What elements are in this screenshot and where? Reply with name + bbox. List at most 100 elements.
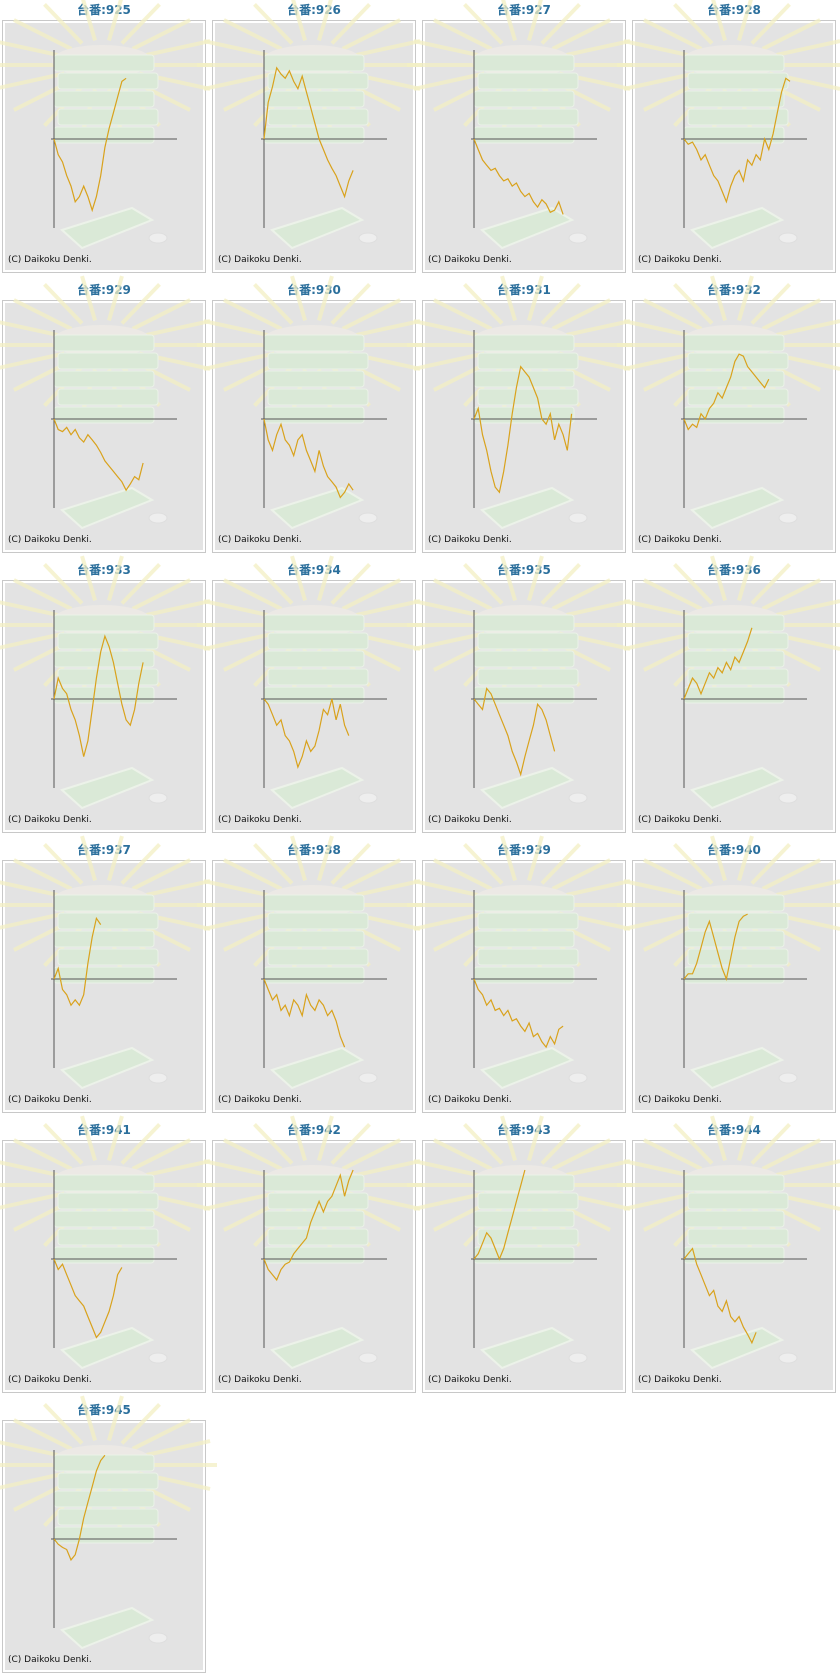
ray bbox=[203, 631, 275, 651]
ray bbox=[120, 2, 161, 45]
ray bbox=[341, 578, 401, 611]
box bbox=[263, 370, 365, 388]
ray bbox=[330, 282, 371, 325]
ray bbox=[540, 1122, 581, 1165]
ray bbox=[527, 275, 544, 321]
box bbox=[267, 948, 369, 966]
ray bbox=[330, 1122, 371, 1165]
ray bbox=[223, 578, 283, 611]
ray bbox=[769, 599, 840, 619]
ray bbox=[120, 562, 161, 605]
box bbox=[687, 388, 789, 406]
tray bbox=[690, 1046, 785, 1090]
box bbox=[53, 894, 155, 912]
ray bbox=[13, 578, 73, 611]
ray bbox=[203, 1191, 275, 1211]
ray bbox=[413, 911, 485, 931]
ray bbox=[559, 599, 631, 619]
ray bbox=[0, 880, 65, 899]
box bbox=[683, 126, 785, 144]
ray bbox=[559, 39, 631, 59]
coin bbox=[568, 1072, 588, 1084]
box bbox=[477, 632, 579, 650]
copyright: (C) Daikoku Denki. bbox=[8, 1095, 92, 1105]
ray bbox=[463, 1122, 504, 1165]
ray bbox=[551, 1138, 611, 1171]
tray bbox=[480, 206, 575, 250]
coin bbox=[778, 1072, 798, 1084]
box bbox=[687, 352, 789, 370]
ray bbox=[13, 1418, 73, 1451]
box bbox=[473, 686, 575, 704]
ray bbox=[643, 298, 703, 331]
ray bbox=[540, 282, 581, 325]
ray bbox=[540, 2, 581, 45]
ray bbox=[13, 18, 73, 51]
data-line bbox=[53, 418, 144, 492]
tray bbox=[60, 1046, 155, 1090]
ray bbox=[527, 835, 544, 881]
ray bbox=[551, 858, 611, 891]
box bbox=[263, 126, 365, 144]
ray bbox=[673, 1122, 714, 1165]
coin bbox=[358, 512, 378, 524]
ray bbox=[341, 1138, 401, 1171]
ray bbox=[43, 842, 84, 885]
data-line bbox=[473, 978, 564, 1049]
ray bbox=[0, 631, 65, 650]
chart-panel: 台番:927(C) Daikoku Denki. bbox=[407, 0, 637, 273]
ray bbox=[673, 2, 714, 45]
box bbox=[53, 930, 155, 948]
coin bbox=[358, 232, 378, 244]
ray bbox=[290, 555, 307, 601]
ray bbox=[769, 879, 840, 899]
ray bbox=[750, 842, 791, 885]
box bbox=[473, 334, 575, 352]
box bbox=[263, 614, 365, 632]
ray bbox=[623, 351, 695, 371]
copyright: (C) Daikoku Denki. bbox=[638, 255, 722, 265]
coin bbox=[148, 1072, 168, 1084]
ray bbox=[623, 599, 695, 619]
ray bbox=[761, 18, 821, 51]
ray bbox=[80, 1115, 97, 1161]
chart-panel: 台番:932(C) Daikoku Denki. bbox=[617, 275, 840, 553]
ray bbox=[413, 351, 485, 371]
box bbox=[57, 668, 159, 686]
ray bbox=[120, 1122, 161, 1165]
ray bbox=[253, 1122, 294, 1165]
chart-panel: 台番:938(C) Daikoku Denki. bbox=[197, 835, 427, 1113]
tray bbox=[60, 486, 155, 530]
ray bbox=[559, 879, 631, 899]
tray bbox=[60, 766, 155, 810]
ray bbox=[413, 1159, 485, 1179]
box bbox=[53, 406, 155, 424]
ray bbox=[203, 39, 275, 59]
ray bbox=[43, 282, 84, 325]
box bbox=[57, 72, 159, 90]
box bbox=[57, 1228, 159, 1246]
data-line bbox=[473, 138, 564, 215]
ray bbox=[673, 562, 714, 605]
box bbox=[687, 912, 789, 930]
ray bbox=[710, 555, 727, 601]
chart-panel: 台番:935(C) Daikoku Denki. bbox=[407, 555, 637, 833]
tray bbox=[690, 766, 785, 810]
box bbox=[473, 370, 575, 388]
copyright: (C) Daikoku Denki. bbox=[638, 815, 722, 825]
ray bbox=[223, 858, 283, 891]
ray bbox=[107, 555, 124, 601]
ray bbox=[253, 282, 294, 325]
ray bbox=[737, 275, 754, 321]
coin bbox=[358, 792, 378, 804]
box bbox=[53, 1490, 155, 1508]
coin bbox=[778, 1352, 798, 1364]
ray bbox=[501, 0, 517, 41]
ray bbox=[413, 631, 485, 651]
ray bbox=[413, 39, 485, 59]
ray bbox=[750, 1122, 791, 1165]
box bbox=[683, 1210, 785, 1228]
ray bbox=[413, 319, 485, 339]
copyright: (C) Daikoku Denki. bbox=[218, 255, 302, 265]
ray bbox=[139, 879, 211, 899]
